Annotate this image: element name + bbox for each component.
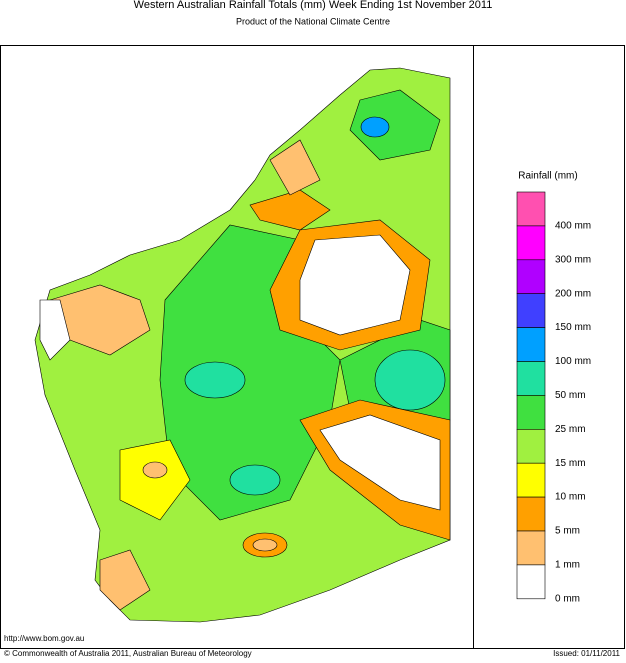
legend-label: 300 mm [555, 254, 591, 265]
legend-swatch [516, 293, 546, 328]
legend-swatch [516, 564, 546, 600]
frame [0, 45, 625, 649]
legend-label: 25 mm [555, 424, 586, 435]
legend-swatch [516, 259, 546, 294]
legend: 400 mm 300 mm 200 mm 150 mm 100 mm 50 mm 25 mm… [516, 191, 591, 604]
legend-label: 5 mm [555, 526, 580, 537]
title: Western Australian Rainfall Totals (mm) … [134, 0, 493, 11]
legend-label: 50 mm [555, 390, 586, 401]
legend-label: 0 mm [555, 593, 580, 604]
legend-label: 100 mm [555, 356, 591, 367]
copyright: © Commonwealth of Australia 2011, Austra… [4, 649, 252, 658]
legend-swatch [516, 327, 546, 362]
subtitle: Product of the National Climate Centre [236, 16, 390, 26]
issued: Issued: 01/11/2011 [553, 649, 620, 658]
legend-swatch [516, 191, 546, 227]
legend-swatch [516, 428, 546, 464]
legend-label: 15 mm [555, 458, 586, 469]
legend-label: 400 mm [555, 221, 591, 232]
legend-swatch [516, 395, 546, 430]
legend-label: 200 mm [555, 288, 591, 299]
legend-title: Rainfall (mm) [518, 171, 577, 182]
legend-label: 10 mm [555, 492, 586, 503]
legend-swatch [516, 496, 546, 532]
legend-swatch [516, 462, 546, 498]
legend-label: 150 mm [555, 322, 591, 333]
legend-swatch [516, 361, 546, 396]
legend-label: 1 mm [555, 560, 580, 571]
legend-swatch [516, 225, 546, 261]
legend-swatch [516, 530, 546, 566]
url: http://www.bom.gov.au [4, 634, 84, 643]
rainfall-map [34, 67, 451, 623]
